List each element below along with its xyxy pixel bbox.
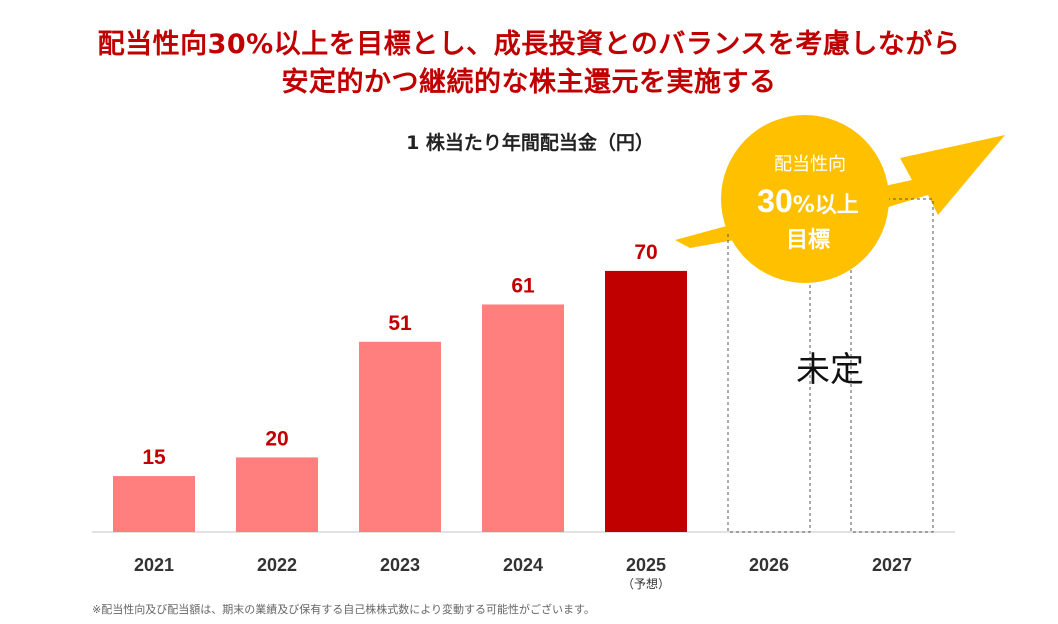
tick-label-2024: 2024 [503,555,543,575]
data-label-2025: 70 [634,241,657,264]
bar-2025 [605,270,687,532]
tick-label-2021: 2021 [134,555,174,575]
bar-2022 [236,457,318,532]
target-badge [721,115,889,283]
headline-line-1: 配当性向30%以上を目標とし、成長投資とのバランスを考慮しながら [97,29,961,60]
badge-percent-number: 30 [757,183,793,219]
tick-label-2023: 2023 [380,555,420,575]
badge-percent-unit: %以上 [793,193,859,218]
data-label-2024: 61 [511,274,535,297]
tick-label-2025: 2025 [626,555,666,575]
bar-2024 [482,304,564,532]
data-label-2021: 15 [142,446,166,469]
tick-label-2026: 2026 [749,555,789,575]
placeholder-bar-2026 [727,198,811,533]
placeholder-bar-2027 [850,198,934,533]
badge-line-3: 目標 [786,228,830,253]
tick-label-2022: 2022 [257,555,297,575]
undecided-label: 未定 [796,350,864,390]
tick-label-2027: 2027 [872,555,912,575]
footnote: ※配当性向及び配当額は、期末の業績及び保有する自己株株式数により変動する可能性が… [92,603,595,616]
badge-line-1: 配当性向 [774,154,846,175]
bar-2023 [359,341,441,532]
data-label-2023: 51 [388,312,412,335]
tick-sublabel-2025: （予想） [622,576,670,591]
chart-title: 1 株当たり年間配当金（円） [406,132,654,154]
bar-2021 [113,476,195,532]
badge-line-2: 30%以上 [757,183,859,219]
headline-line-2: 安定的かつ継続的な株主還元を実施する [281,67,777,98]
data-label-2022: 20 [265,427,288,450]
